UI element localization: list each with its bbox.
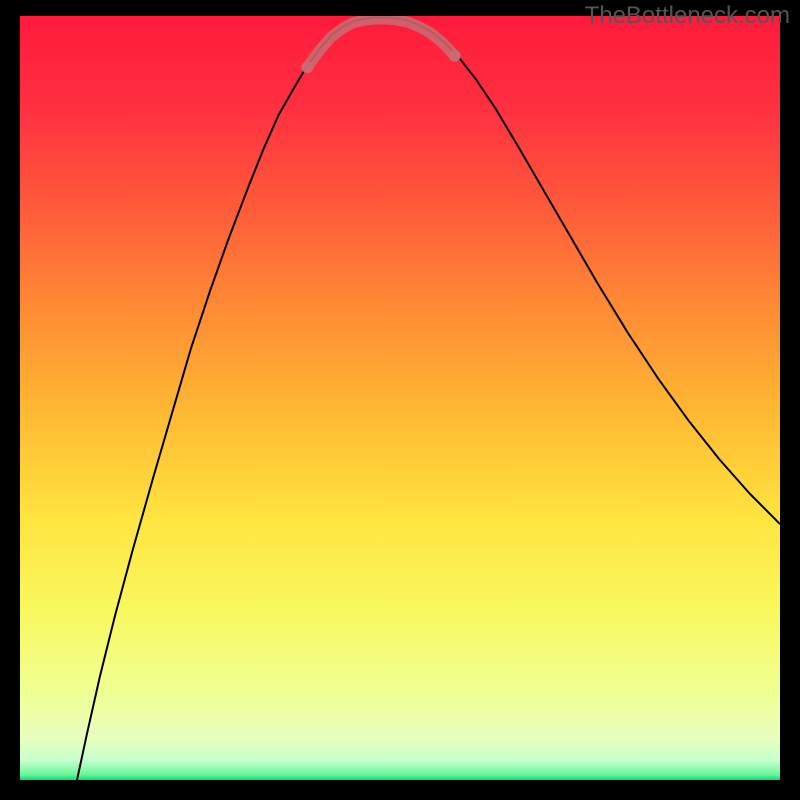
plot-area	[20, 16, 780, 780]
overlay-end-dot	[301, 61, 313, 73]
chart-container: TheBottleneck.com	[0, 0, 800, 800]
chart-svg	[20, 16, 780, 780]
overlay-end-dot	[449, 50, 461, 62]
gradient-background	[20, 16, 780, 780]
watermark-text: TheBottleneck.com	[585, 2, 790, 30]
